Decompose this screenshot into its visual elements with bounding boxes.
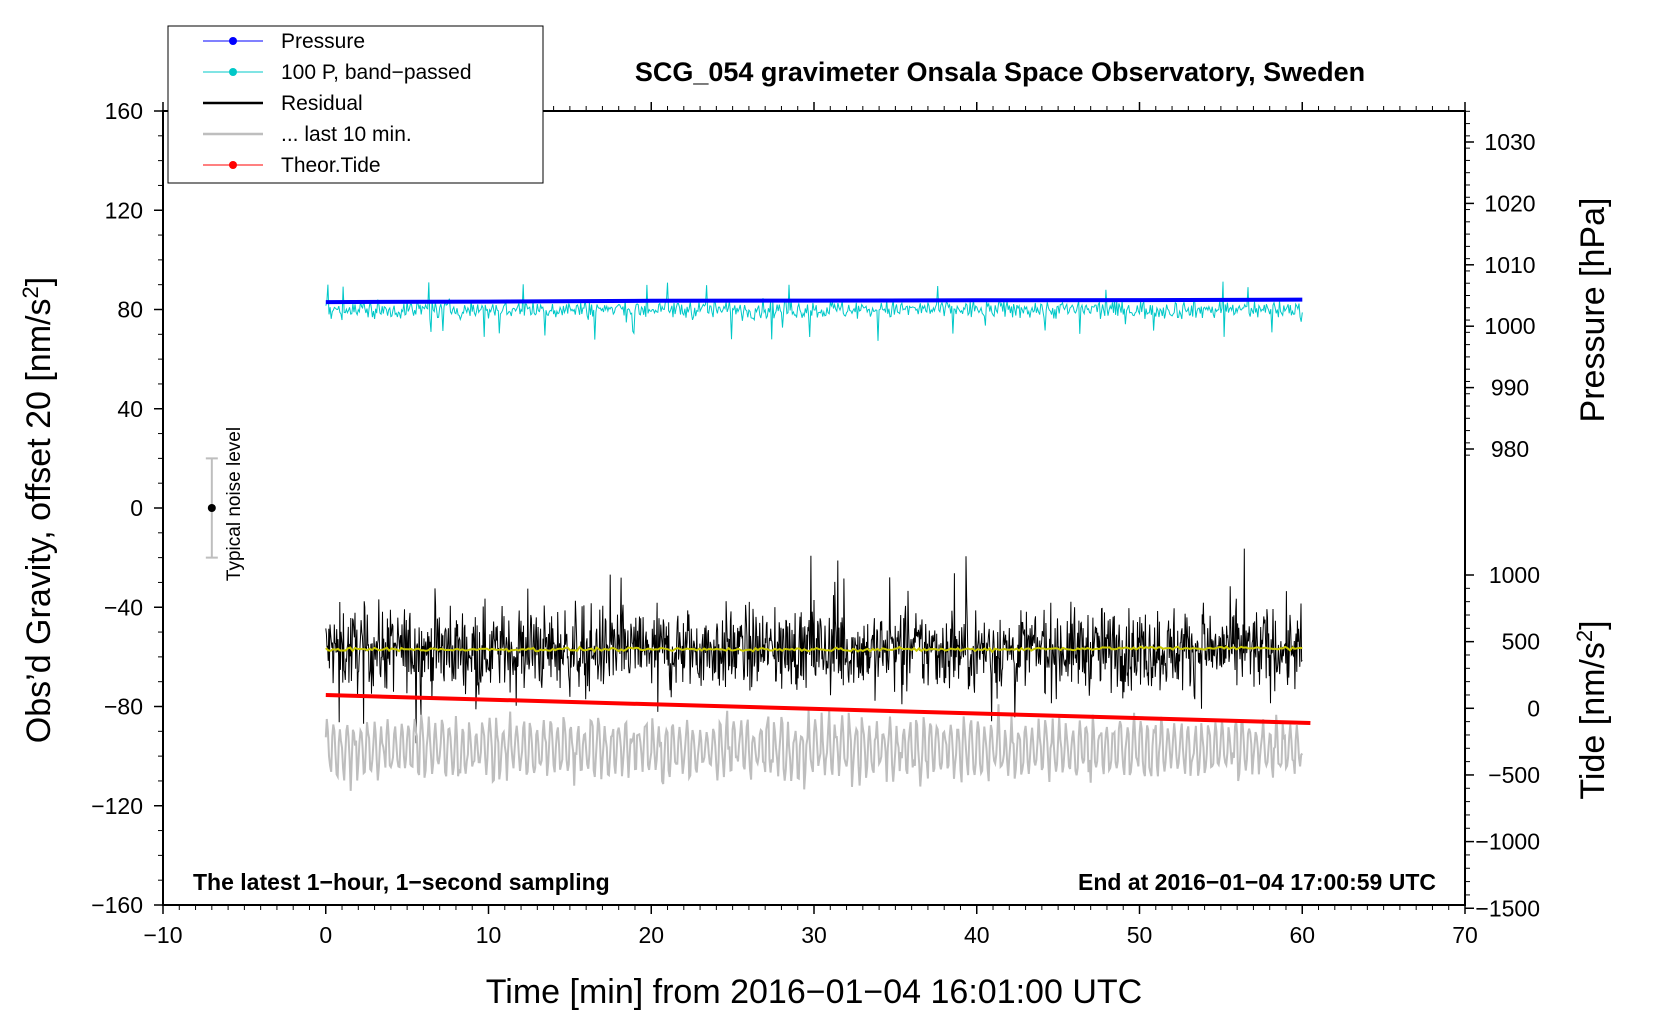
series-pressure (325, 297, 1303, 305)
y-pressure-tick-label: 1010 (1484, 252, 1535, 278)
series-layer (324, 281, 1311, 791)
y-pressure-tick-label: 1000 (1484, 313, 1535, 339)
legend-label: Residual (281, 92, 363, 115)
tide-axis-title-sup: 2 (1572, 630, 1597, 642)
series-band-passed-pressure (325, 281, 1303, 341)
annotation-end-time: End at 2016−01−04 17:00:59 UTC (1078, 869, 1436, 895)
y-left-tick-label: −40 (104, 594, 143, 620)
noise-level-bar (205, 457, 218, 559)
legend-items: Pressure 100 P, band−passed Residual ... la… (203, 30, 472, 177)
legend-label: Pressure (281, 30, 365, 53)
x-axis-title: Time [min] from 2016−01−04 16:01:00 UTC (486, 973, 1142, 1011)
y-pressure-tick-label: 1020 (1484, 190, 1535, 216)
series-residual (325, 548, 1303, 744)
y-tide-tick-label: −500 (1488, 762, 1540, 788)
x-tick-label: 30 (801, 922, 827, 948)
y-tide-tick-label: −1000 (1475, 829, 1540, 855)
legend-marker (229, 37, 237, 45)
left-axis-title-end: ] (20, 277, 58, 286)
x-tick-label: 60 (1289, 922, 1315, 948)
legend-label: Theor.Tide (281, 154, 381, 177)
y-left-tick-label: −160 (91, 892, 143, 918)
series-theoretical-tide (325, 693, 1311, 725)
legend-marker (229, 68, 237, 76)
ticks-layer: −10 0 10 20 30 40 50 60 70−160−120−80−4004080120… (91, 98, 1540, 948)
series-last-10-min (324, 704, 1304, 791)
plot-frame (162, 110, 1466, 906)
y-pressure-tick-label: 980 (1491, 436, 1529, 462)
tide-axis-title-end: ] (1574, 620, 1612, 629)
y-tide-tick-label: 500 (1502, 629, 1540, 655)
legend-box (167, 25, 544, 184)
legend-label: 100 P, band−passed (281, 61, 472, 84)
legend: Pressure 100 P, band−passed Residual ... la… (167, 25, 544, 184)
pressure-axis-title: Pressure [hPa] (1574, 198, 1612, 423)
x-tick-label: 70 (1452, 922, 1478, 948)
y-tide-tick-label: 1000 (1489, 562, 1540, 588)
y-tide-tick-label: −1500 (1475, 895, 1540, 921)
tide-axis-title-main: Tide [nm/s (1574, 642, 1612, 799)
legend-marker (229, 161, 237, 169)
y-pressure-tick-label: 1030 (1484, 129, 1535, 155)
x-tick-label: 50 (1127, 922, 1153, 948)
chart-title: SCG_054 gravimeter Onsala Space Observat… (635, 57, 1365, 87)
y-left-tick-label: −120 (91, 793, 143, 819)
legend-label: ... last 10 min. (281, 123, 412, 146)
y-left-tick-label: 160 (105, 98, 143, 124)
y-tide-tick-label: 0 (1527, 695, 1540, 721)
x-tick-label: 0 (319, 922, 332, 948)
tide-axis-title: Tide [nm/s2] (1572, 620, 1612, 799)
left-axis-title-sup: 2 (18, 286, 43, 298)
left-axis-title-main: Obs’d Gravity, offset 20 [nm/s (20, 299, 58, 744)
x-tick-label: 20 (638, 922, 664, 948)
noise-bar-center-dot (207, 504, 216, 512)
x-tick-label: 10 (476, 922, 502, 948)
series-residual-smoothed (325, 645, 1303, 654)
noise-level-label: Typical noise level (224, 427, 245, 581)
y-left-tick-label: 40 (117, 396, 143, 422)
x-tick-label: 40 (964, 922, 990, 948)
x-tick-label: −10 (143, 922, 182, 948)
y-left-tick-label: −80 (104, 694, 143, 720)
left-axis-title: Obs’d Gravity, offset 20 [nm/s2] (18, 277, 58, 743)
y-left-tick-label: 80 (117, 297, 143, 323)
y-left-tick-label: 0 (130, 495, 143, 521)
y-left-tick-label: 120 (105, 197, 143, 223)
y-pressure-tick-label: 990 (1491, 375, 1529, 401)
annotation-sampling: The latest 1−hour, 1−second sampling (193, 869, 610, 895)
